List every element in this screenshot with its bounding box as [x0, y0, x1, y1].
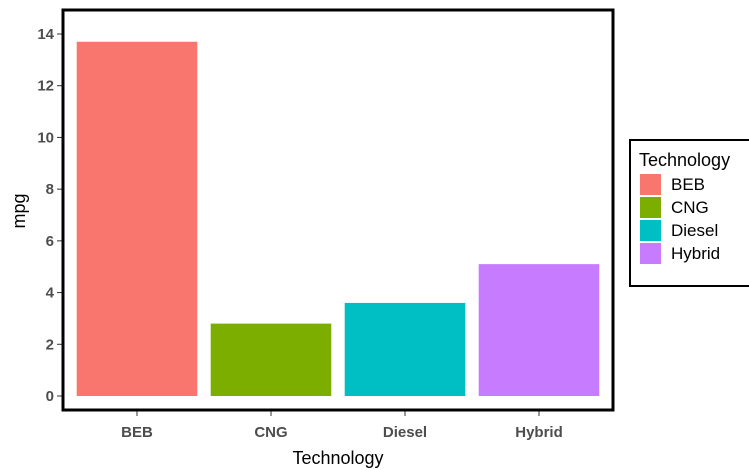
y-tick-label: 2 [46, 336, 54, 353]
legend-key-hybrid [640, 243, 661, 264]
y-tick-label: 8 [46, 181, 54, 198]
y-tick-label: 10 [37, 129, 54, 146]
x-tick-label-cng: CNG [254, 424, 287, 441]
bar-beb [76, 41, 198, 396]
legend-label-hybrid: Hybrid [671, 244, 720, 263]
y-tick-label: 12 [37, 78, 54, 95]
legend: Technology BEB CNG Diesel Hybrid [629, 139, 749, 287]
x-axis: BEB CNG Diesel Hybrid [121, 411, 563, 441]
plot-panel-border [61, 8, 615, 412]
y-axis: 0 2 4 6 8 10 12 14 [37, 26, 62, 405]
x-tick-label-hybrid: Hybrid [515, 424, 563, 441]
bars-layer [76, 41, 600, 396]
bar-hybrid [478, 264, 600, 396]
y-tick-label: 6 [46, 233, 54, 250]
x-tick-label-beb: BEB [121, 424, 153, 441]
bar-cng [210, 323, 332, 396]
bar-diesel [344, 302, 466, 396]
y-tick-label: 14 [37, 26, 54, 43]
y-tick-label: 4 [46, 285, 55, 302]
x-axis-title: Technology [292, 448, 383, 468]
legend-key-diesel [640, 220, 661, 241]
legend-title: Technology [639, 150, 730, 170]
y-axis-title: mpg [9, 193, 29, 228]
legend-label-cng: CNG [671, 198, 709, 217]
legend-key-cng [640, 197, 661, 218]
x-tick-label-diesel: Diesel [383, 424, 427, 441]
legend-key-beb [640, 174, 661, 195]
y-tick-label: 0 [46, 388, 54, 405]
legend-label-beb: BEB [671, 175, 705, 194]
legend-label-diesel: Diesel [671, 221, 718, 240]
